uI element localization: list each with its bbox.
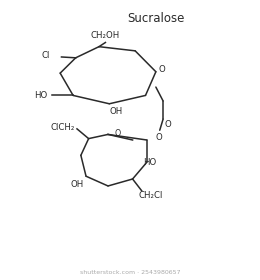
- Text: shutterstock.com · 2543980657: shutterstock.com · 2543980657: [80, 270, 180, 275]
- Text: CH₂Cl: CH₂Cl: [139, 191, 163, 200]
- Text: ClCH₂: ClCH₂: [50, 123, 74, 132]
- Text: O: O: [155, 133, 162, 142]
- Text: O: O: [115, 129, 121, 137]
- Text: O: O: [159, 65, 166, 74]
- Text: CH₂OH: CH₂OH: [91, 31, 120, 40]
- Text: Cl: Cl: [42, 50, 50, 60]
- Text: Sucralose: Sucralose: [127, 12, 185, 25]
- Text: HO: HO: [34, 91, 47, 100]
- Text: HO: HO: [143, 158, 156, 167]
- Text: O: O: [165, 120, 172, 129]
- Text: OH: OH: [109, 106, 122, 116]
- Text: OH: OH: [70, 180, 84, 189]
